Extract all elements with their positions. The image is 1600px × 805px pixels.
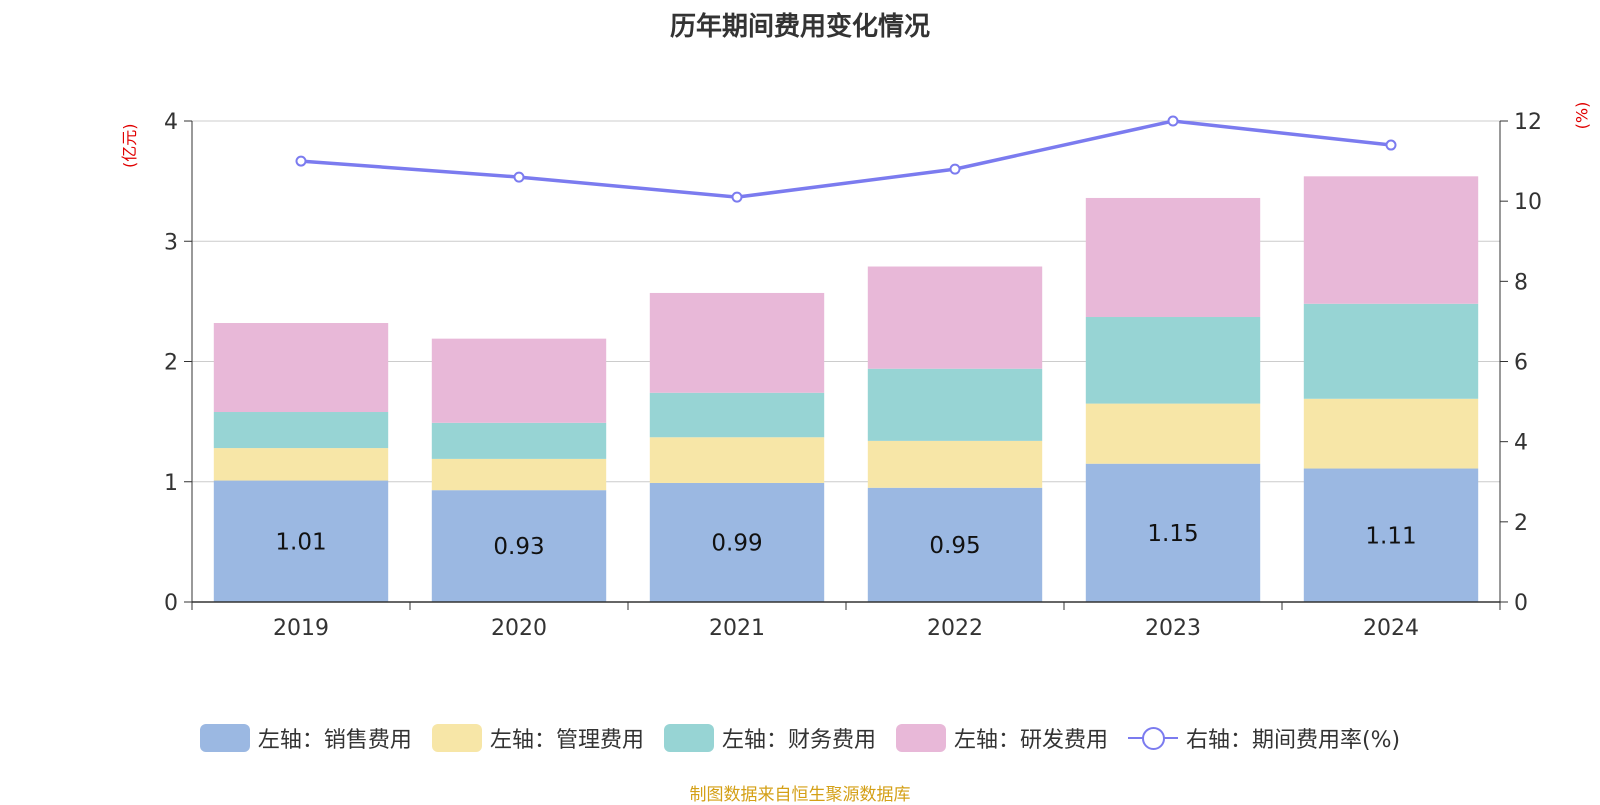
source-note: 制图数据来自恒生聚源数据库: [689, 785, 911, 805]
rate-point: [513, 171, 525, 183]
legend-item[interactable]: 左轴：销售费用: [199, 722, 412, 754]
right-axis-tick-label: 0: [1514, 591, 1528, 616]
legend-item[interactable]: 左轴：管理费用: [431, 722, 644, 754]
bar-segment: [1085, 317, 1261, 404]
bar-data-label: 1.11: [1365, 523, 1416, 549]
bar-segment: [649, 392, 825, 438]
left-axis-tick-label: 4: [164, 110, 178, 135]
chart-title: 历年期间费用变化情况: [669, 12, 930, 42]
left-axis-tick-label: 1: [164, 471, 178, 496]
rate-point: [949, 163, 961, 175]
left-axis-tick-label: 2: [164, 351, 178, 376]
bar-segment: [649, 437, 825, 483]
bar-segment: [213, 480, 389, 602]
legend-item[interactable]: 左轴：研发费用: [895, 722, 1108, 754]
x-axis-tick-label: 2023: [1145, 616, 1201, 641]
rate-point: [731, 191, 743, 203]
bar-segment: [1303, 398, 1479, 469]
bar-segment: [649, 482, 825, 602]
legend-label: 左轴：管理费用: [489, 728, 644, 753]
rate-point: [295, 155, 307, 167]
bar-data-label: 0.95: [929, 533, 980, 559]
legend-swatch: [895, 724, 946, 752]
right-axis-tick-label: 10: [1514, 190, 1542, 215]
bar-segment: [867, 368, 1043, 441]
right-axis-tick-label: 2: [1514, 511, 1528, 536]
x-axis-tick-label: 2020: [491, 616, 547, 641]
legend-item[interactable]: 右轴：期间费用率(%): [1127, 722, 1401, 754]
bar-segment: [431, 490, 607, 602]
bars-group: [213, 176, 1479, 602]
legend-swatch: [431, 724, 482, 752]
bar-data-label: 1.01: [275, 529, 326, 555]
bar-data-label: 1.15: [1147, 521, 1198, 547]
bar-segment: [649, 292, 825, 393]
left-axis-tick-label: 0: [164, 591, 178, 616]
rate-point: [1167, 115, 1179, 127]
right-axis-tick-label: 4: [1514, 431, 1528, 456]
bar-segment: [431, 422, 607, 459]
bar-data-label: 0.99: [711, 530, 762, 556]
bar-segment: [213, 323, 389, 413]
legend-swatch: [199, 724, 250, 752]
data-labels-group: 1.01 0.93 0.99 0.95 1.15 1.11: [275, 521, 1416, 560]
right-axis-tick-label: 12: [1514, 110, 1542, 135]
bar-segment: [431, 338, 607, 423]
bar-segment: [867, 266, 1043, 369]
bar-data-label: 0.93: [493, 534, 544, 560]
rate-line: [300, 119, 1392, 199]
left-axis-tick-label: 3: [164, 230, 178, 255]
right-axis-tick-label: 6: [1514, 351, 1528, 376]
rate-line-group: [295, 115, 1397, 203]
legend-item[interactable]: 左轴：财务费用: [663, 722, 876, 754]
right-axis-tick-label: 8: [1514, 270, 1528, 295]
bar-segment: [1085, 197, 1261, 318]
x-axis-tick-label: 2019: [273, 616, 329, 641]
legend-line-marker-icon: [1127, 724, 1178, 752]
legend-label: 右轴：期间费用率(%): [1185, 728, 1401, 753]
bar-segment: [1085, 463, 1261, 602]
bar-segment: [1085, 403, 1261, 464]
bar-segment: [431, 458, 607, 491]
bar-segment: [213, 448, 389, 481]
rate-point: [1385, 139, 1397, 151]
legend: 左轴：销售费用 左轴：管理费用 左轴：财务费用 左轴：研发费用 右轴：期间费用率(%): [0, 722, 1600, 754]
bar-segment: [867, 487, 1043, 602]
legend-swatch: [663, 724, 714, 752]
x-axis-tick-label: 2022: [927, 616, 983, 641]
bar-segment: [1303, 468, 1479, 602]
x-axis-tick-label: 2021: [709, 616, 765, 641]
x-axis-tick-label: 2024: [1363, 616, 1419, 641]
bar-segment: [1303, 303, 1479, 399]
legend-label: 左轴：研发费用: [953, 728, 1108, 753]
bar-segment: [213, 412, 389, 449]
grid-lines: [192, 120, 1500, 483]
bar-segment: [1303, 176, 1479, 304]
legend-label: 左轴：销售费用: [257, 728, 412, 753]
legend-label: 左轴：财务费用: [721, 728, 876, 753]
bar-segment: [867, 440, 1043, 488]
